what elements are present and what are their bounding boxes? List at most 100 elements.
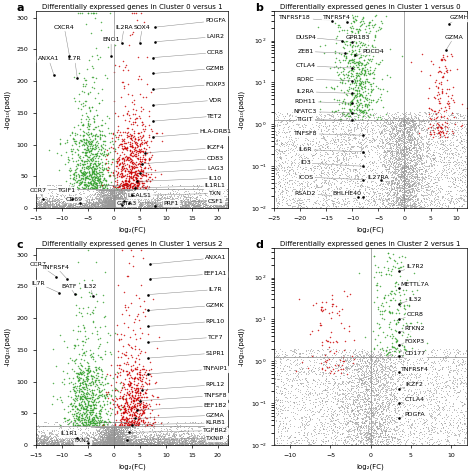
Point (418, 173, 426, 181)
Point (192, 194, 200, 202)
Point (71, 192, 78, 200)
Point (71, 433, 78, 441)
Point (35, 441, 43, 448)
Point (438, 203, 446, 211)
Point (347, 384, 355, 392)
Point (398, 130, 405, 137)
Point (398, 121, 406, 128)
Point (136, 366, 144, 374)
Point (115, 196, 122, 203)
Point (449, 83, 456, 91)
Point (106, 423, 114, 431)
Point (380, 152, 388, 160)
Point (78, 435, 86, 442)
Point (220, 427, 228, 434)
Point (59, 200, 66, 208)
Point (330, 85, 337, 93)
Point (373, 391, 381, 398)
Point (72, 429, 79, 437)
Point (81, 400, 89, 408)
Point (60, 192, 67, 200)
Point (128, 142, 135, 150)
Point (152, 184, 159, 192)
Point (139, 204, 146, 211)
Point (360, 61, 368, 69)
Point (367, 424, 375, 432)
Point (128, 204, 136, 211)
Point (155, 418, 162, 425)
Point (298, 186, 306, 194)
Point (119, 423, 127, 431)
Point (80, 441, 88, 449)
Point (112, 418, 120, 425)
Point (383, 179, 391, 187)
Point (109, 418, 117, 425)
Point (324, 200, 331, 207)
Point (82, 196, 90, 204)
Point (193, 181, 201, 188)
Point (336, 356, 344, 364)
Point (353, 71, 360, 79)
Point (411, 371, 419, 378)
Point (357, 360, 365, 367)
Point (312, 203, 320, 211)
Point (129, 397, 137, 404)
Point (117, 202, 124, 210)
Point (348, 117, 356, 124)
Point (99, 203, 106, 211)
Point (381, 164, 389, 171)
Point (441, 396, 448, 404)
Point (392, 191, 400, 199)
Point (100, 432, 108, 440)
Point (153, 431, 161, 439)
Point (116, 428, 124, 436)
Point (381, 163, 388, 171)
Point (123, 438, 131, 446)
Point (107, 425, 114, 433)
Point (438, 120, 446, 128)
Point (183, 203, 191, 211)
Point (301, 161, 309, 169)
Point (372, 162, 380, 169)
Point (215, 204, 222, 212)
Point (104, 186, 112, 194)
Point (377, 404, 384, 411)
Point (362, 421, 370, 428)
Point (435, 389, 443, 397)
Point (348, 12, 356, 19)
Point (164, 441, 171, 448)
Point (432, 157, 439, 164)
Point (301, 160, 309, 167)
Point (345, 173, 353, 181)
Point (107, 181, 115, 188)
Point (74, 440, 82, 448)
Point (116, 172, 123, 180)
Point (393, 130, 401, 138)
Point (112, 191, 120, 199)
Point (96, 200, 104, 207)
Point (102, 436, 110, 444)
Point (120, 432, 128, 440)
Point (373, 432, 380, 440)
Point (210, 200, 218, 208)
Point (38, 432, 46, 440)
Point (422, 134, 429, 141)
Point (91, 200, 99, 208)
Point (166, 193, 173, 201)
Point (130, 202, 138, 210)
Point (77, 200, 85, 208)
Point (184, 193, 191, 201)
Point (405, 178, 412, 185)
Point (40, 432, 47, 440)
Point (211, 199, 219, 206)
Point (130, 438, 138, 446)
Point (409, 186, 416, 193)
Point (333, 400, 340, 407)
Point (377, 179, 384, 187)
Point (363, 405, 370, 413)
Point (402, 198, 410, 205)
Point (122, 414, 130, 422)
Point (120, 415, 128, 423)
Point (169, 204, 177, 212)
Point (160, 193, 167, 201)
